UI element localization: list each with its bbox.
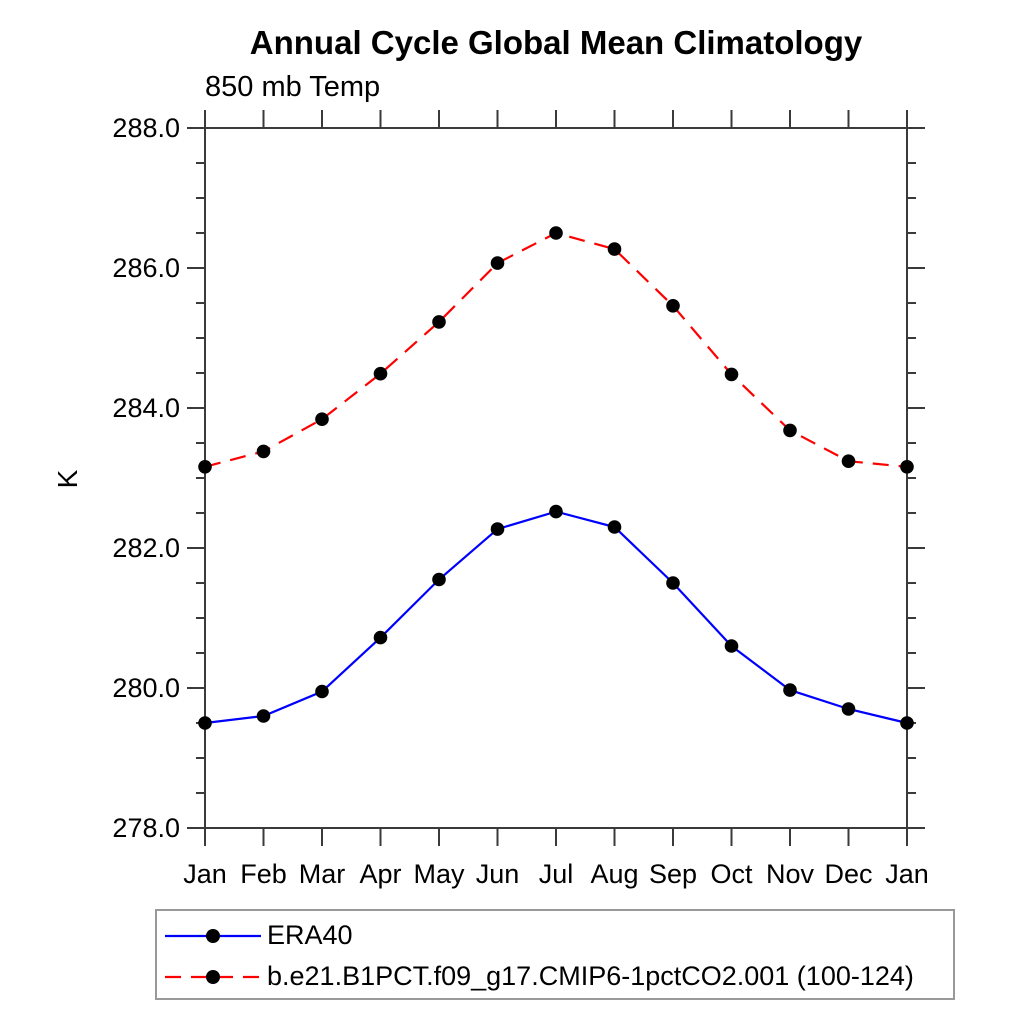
chart-subtitle: 850 mb Temp	[205, 71, 381, 103]
x-tick-label: Feb	[240, 859, 287, 889]
x-tick-label: Dec	[824, 859, 872, 889]
era40-sample-marker-icon	[206, 928, 220, 943]
data-point-marker	[841, 702, 856, 716]
data-point-marker	[549, 226, 563, 240]
data-point-marker	[724, 367, 739, 382]
data-point-marker	[256, 444, 271, 459]
y-tick-label: 278.0	[112, 813, 180, 843]
data-point-marker	[549, 504, 563, 519]
data-point-marker	[315, 412, 329, 427]
data-point-marker	[490, 522, 505, 536]
data-point-marker	[373, 630, 388, 645]
data-point-marker	[315, 684, 329, 699]
data-point-marker	[841, 454, 856, 469]
x-tick-label: Mar	[299, 859, 346, 889]
y-tick-label: 284.0	[112, 393, 180, 423]
x-tick-label: Jan	[183, 859, 227, 889]
legend-label-era40: ERA40	[267, 920, 353, 950]
data-point-marker	[198, 716, 212, 730]
x-tick-label: Oct	[710, 859, 753, 889]
legend-item-era40: ERA40	[163, 915, 953, 956]
y-tick-label: 282.0	[112, 533, 180, 563]
data-point-marker	[783, 683, 797, 697]
x-tick-label: Nov	[766, 859, 815, 889]
data-point-marker	[256, 709, 271, 723]
data-point-marker	[432, 572, 446, 587]
data-point-marker	[666, 576, 680, 590]
data-point-marker	[490, 256, 505, 270]
data-point-marker	[783, 423, 797, 438]
legend: ERA40 b.e21.B1PCT.f09_g17.CMIP6-1pctCO2.…	[155, 909, 955, 1000]
x-tick-label: Sep	[649, 859, 697, 889]
data-point-marker	[432, 315, 446, 329]
series-line-0	[204, 510, 908, 725]
data-point-marker	[607, 520, 622, 534]
data-point-marker	[666, 299, 680, 313]
model-sample-marker-icon	[206, 969, 220, 984]
data-point-marker	[724, 639, 739, 653]
y-tick-label: 286.0	[112, 253, 180, 283]
x-tick-label: Apr	[359, 859, 401, 889]
x-tick-label: Jan	[885, 859, 929, 889]
y-tick-label: 288.0	[112, 113, 180, 143]
chart-title: Annual Cycle Global Mean Climatology	[249, 24, 863, 61]
data-point-marker	[900, 716, 914, 730]
x-tick-label: Jun	[476, 859, 520, 889]
data-point-marker	[900, 460, 914, 474]
series-line-1	[204, 231, 908, 468]
data-point-marker	[198, 460, 212, 474]
legend-label-model: b.e21.B1PCT.f09_g17.CMIP6-1pctCO2.001 (1…	[267, 961, 914, 991]
model-line-sample-icon	[165, 969, 261, 984]
legend-item-model: b.e21.B1PCT.f09_g17.CMIP6-1pctCO2.001 (1…	[163, 956, 953, 997]
data-point-marker	[373, 366, 388, 381]
x-tick-label: Aug	[590, 859, 638, 889]
x-tick-label: May	[413, 859, 465, 889]
x-tick-label: Jul	[539, 859, 574, 889]
y-tick-label: 280.0	[112, 673, 180, 703]
era40-line-sample-icon	[165, 928, 261, 943]
data-point-marker	[607, 242, 622, 256]
